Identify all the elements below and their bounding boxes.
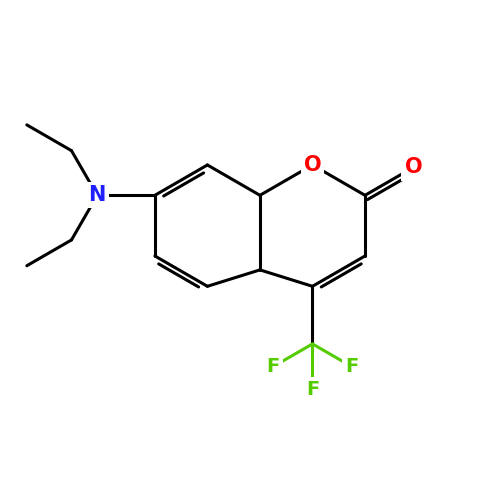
Text: F: F bbox=[346, 357, 358, 376]
Text: F: F bbox=[266, 357, 280, 376]
Text: O: O bbox=[404, 158, 422, 178]
Text: O: O bbox=[304, 155, 322, 175]
Text: F: F bbox=[306, 380, 319, 399]
Text: N: N bbox=[88, 186, 106, 206]
